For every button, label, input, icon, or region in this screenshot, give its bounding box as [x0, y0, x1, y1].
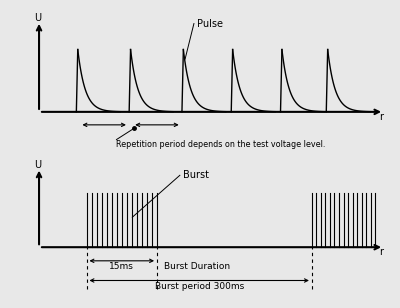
- Text: Burst: Burst: [183, 170, 209, 180]
- Text: Burst period 300ms: Burst period 300ms: [154, 282, 244, 291]
- Text: r: r: [379, 248, 383, 257]
- Text: 15ms: 15ms: [109, 262, 134, 271]
- Text: U: U: [34, 13, 41, 23]
- Text: Repetition period depends on the test voltage level.: Repetition period depends on the test vo…: [116, 140, 326, 148]
- Text: r: r: [379, 112, 383, 122]
- Text: Burst Duration: Burst Duration: [164, 261, 230, 270]
- Text: Pulse: Pulse: [198, 18, 224, 29]
- Text: U: U: [34, 160, 41, 170]
